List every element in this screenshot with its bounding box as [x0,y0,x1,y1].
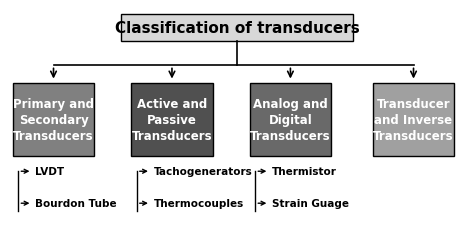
FancyBboxPatch shape [131,83,213,157]
Text: Active and
Passive
Transducers: Active and Passive Transducers [132,98,212,142]
Text: Thermistor: Thermistor [272,166,337,176]
Text: Thermocouples: Thermocouples [154,198,244,208]
FancyBboxPatch shape [121,15,353,42]
Text: Classification of transducers: Classification of transducers [115,21,359,36]
Text: Primary and
Secondary
Transducers: Primary and Secondary Transducers [13,98,94,142]
FancyBboxPatch shape [13,83,94,157]
Text: Transducer
and Inverse
Transducers: Transducer and Inverse Transducers [373,98,454,142]
Text: Bourdon Tube: Bourdon Tube [35,198,117,208]
Text: LVDT: LVDT [35,166,64,176]
Text: Tachogenerators: Tachogenerators [154,166,252,176]
Text: Strain Guage: Strain Guage [272,198,349,208]
Text: Analog and
Digital
Transducers: Analog and Digital Transducers [250,98,331,142]
FancyBboxPatch shape [373,83,454,157]
FancyBboxPatch shape [250,83,331,157]
